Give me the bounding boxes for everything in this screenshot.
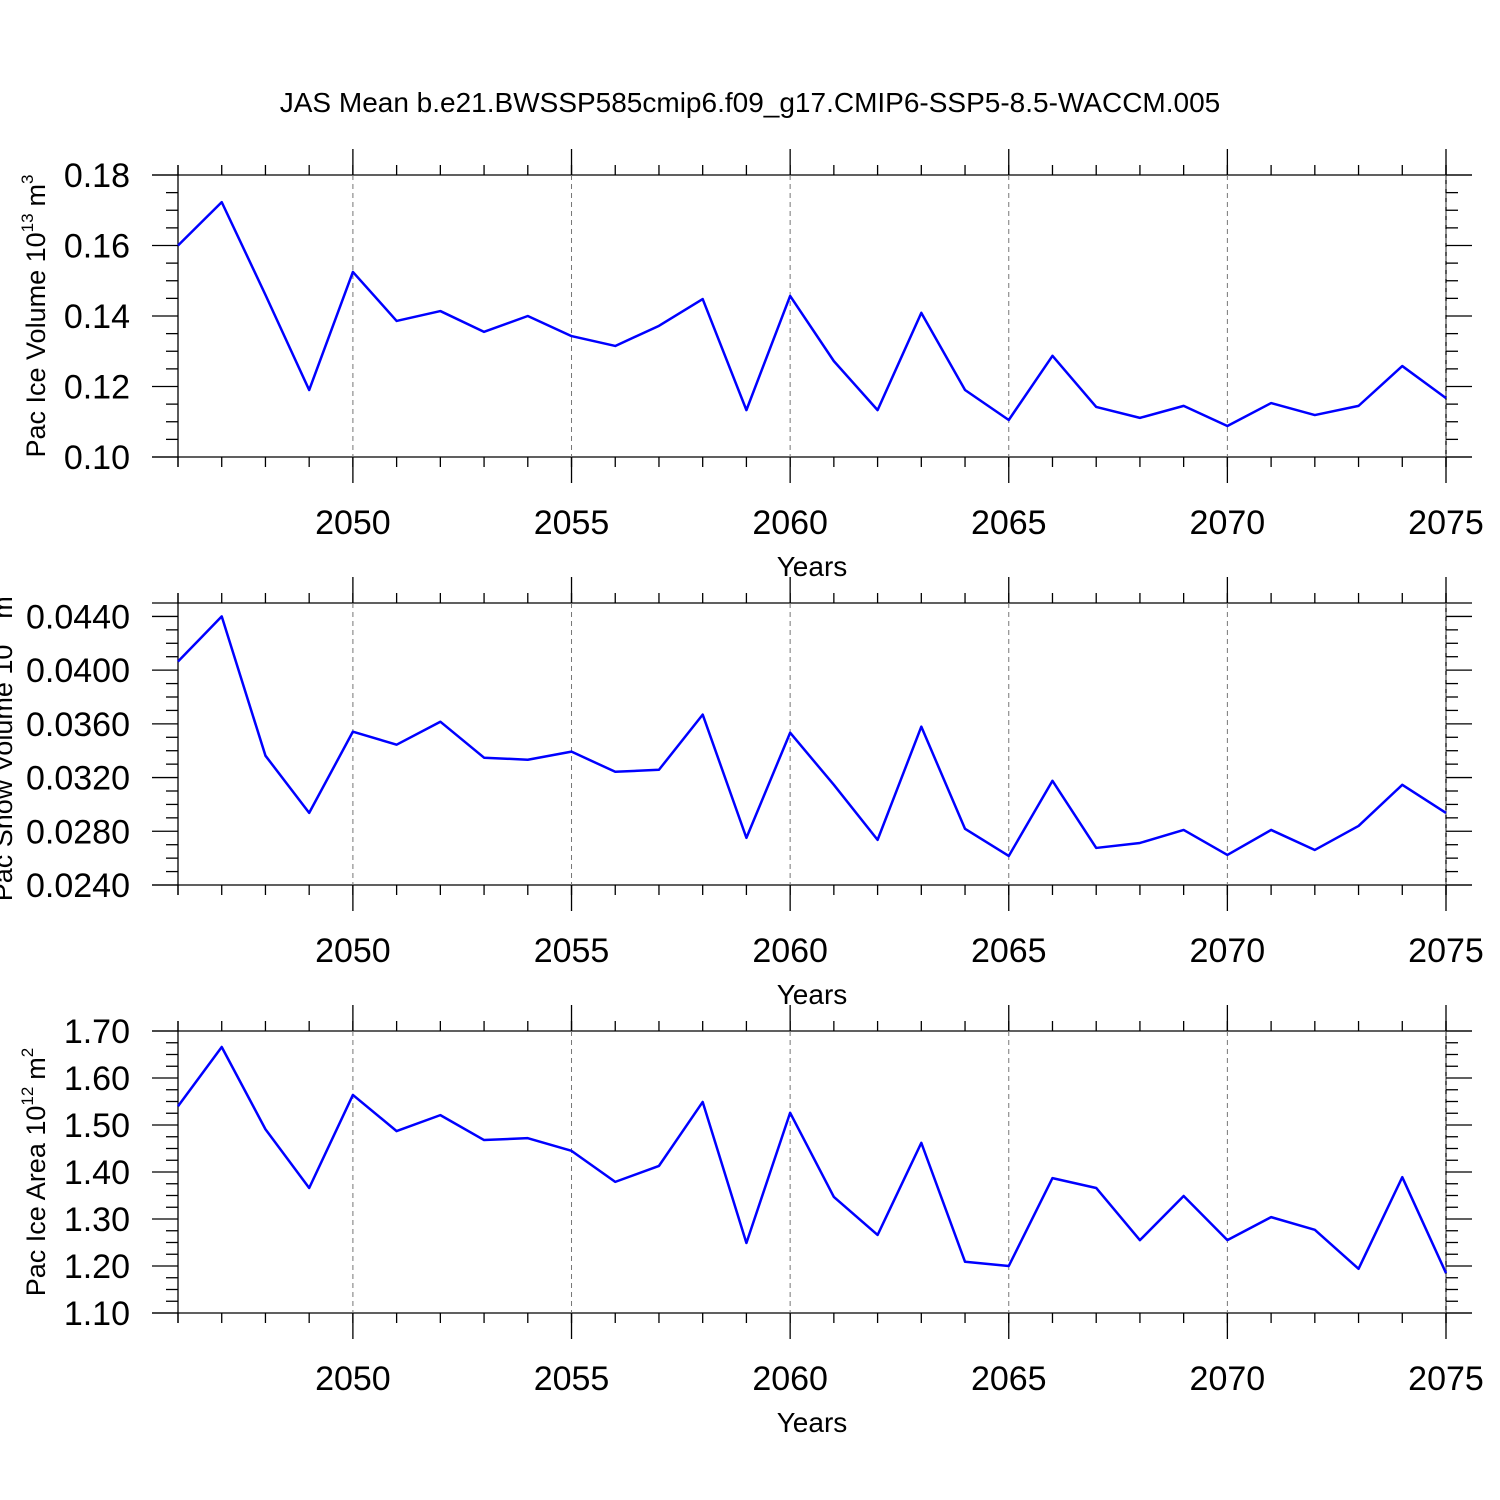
y-tick-label: 1.40 — [64, 1154, 130, 1192]
y-label-unit-exponent: 3 — [18, 174, 37, 183]
y-tick-label: 1.60 — [64, 1060, 130, 1098]
x-tick-label: 2055 — [534, 1360, 610, 1398]
y-tick-label: 0.14 — [64, 298, 130, 336]
y-tick-label: 0.0240 — [26, 867, 130, 905]
y-label-text: Pac Ice Area 10 — [21, 1106, 51, 1297]
y-label-unit-exponent: 2 — [18, 1048, 37, 1057]
x-axis-label: Years — [777, 1407, 848, 1438]
x-tick-label: 2070 — [1190, 504, 1266, 542]
x-tick-label: 2065 — [971, 504, 1047, 542]
y-tick-label: 1.70 — [64, 1013, 130, 1051]
y-tick-label: 1.30 — [64, 1201, 130, 1239]
y-tick-label: 0.0280 — [26, 813, 130, 851]
y-label-unit-exponent: 3 — [0, 587, 4, 596]
x-tick-label: 2060 — [752, 1360, 828, 1398]
x-axis-label: Years — [777, 551, 848, 582]
x-tick-label: 2060 — [752, 932, 828, 970]
y-label-exponent: 12 — [18, 1087, 37, 1106]
x-tick-label: 2055 — [534, 932, 610, 970]
x-tick-label: 2050 — [315, 932, 391, 970]
x-axis-label: Years — [777, 979, 848, 1010]
y-tick-label: 0.16 — [64, 228, 130, 266]
chart-title: JAS Mean b.e21.BWSSP585cmip6.f09_g17.CMI… — [280, 87, 1221, 118]
x-tick-label: 2075 — [1408, 504, 1484, 542]
x-tick-label: 2050 — [315, 1360, 391, 1398]
x-tick-label: 2070 — [1190, 1360, 1266, 1398]
y-label-exponent: 13 — [18, 213, 37, 232]
data-line — [177, 200, 1447, 428]
x-tick-label: 2065 — [971, 932, 1047, 970]
y-axis-label: Pac Ice Volume 1013 m3 — [18, 174, 51, 457]
x-tick-label: 2050 — [315, 504, 391, 542]
x-tick-label: 2075 — [1408, 1360, 1484, 1398]
data-line — [176, 1045, 1448, 1274]
y-axis-label: Pac Snow Volume 1013 m3 — [0, 587, 18, 902]
y-tick-label: 0.0440 — [26, 598, 130, 636]
y-tick-label: 0.12 — [64, 369, 130, 407]
y-tick-label: 0.0400 — [26, 652, 130, 690]
y-label-unit: m — [0, 596, 18, 619]
y-tick-label: 1.50 — [64, 1107, 130, 1145]
y-label-unit: m — [21, 184, 51, 207]
x-tick-label: 2065 — [971, 1360, 1047, 1398]
y-label-text: Pac Ice Volume 10 — [21, 232, 51, 457]
y-axis-label: Pac Ice Area 1012 m2 — [18, 1048, 51, 1297]
y-tick-label: 0.18 — [64, 157, 130, 195]
x-tick-label: 2070 — [1190, 932, 1266, 970]
y-label-text: Pac Snow Volume 10 — [0, 645, 18, 902]
x-tick-label: 2075 — [1408, 932, 1484, 970]
y-tick-label: 0.0360 — [26, 706, 130, 744]
y-label-unit: m — [21, 1057, 51, 1080]
x-tick-label: 2060 — [752, 504, 828, 542]
y-tick-label: 0.0320 — [26, 760, 130, 798]
x-tick-label: 2055 — [534, 504, 610, 542]
y-tick-label: 1.20 — [64, 1248, 130, 1286]
y-tick-label: 1.10 — [64, 1295, 130, 1333]
y-tick-label: 0.10 — [64, 439, 130, 477]
data-line — [177, 615, 1447, 858]
y-label-exponent: 13 — [0, 626, 4, 645]
